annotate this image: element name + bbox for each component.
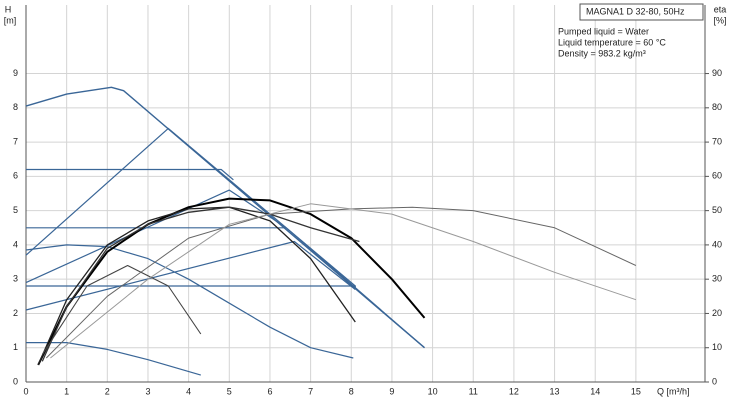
info-line: Pumped liquid = Water bbox=[558, 26, 649, 36]
x-tick-label: 5 bbox=[227, 386, 232, 396]
info-box bbox=[579, 3, 704, 21]
y2-axis-unit: [%] bbox=[713, 15, 726, 25]
curve bbox=[50, 203, 637, 359]
x-tick-label: 10 bbox=[428, 386, 438, 396]
x-tick-label: 12 bbox=[509, 386, 519, 396]
y-tick-label: 2 bbox=[13, 308, 18, 318]
y2-tick-label: 70 bbox=[712, 136, 722, 146]
x-tick-label: 7 bbox=[308, 386, 313, 396]
y-tick-label: 3 bbox=[13, 274, 18, 284]
y-tick-label: 8 bbox=[13, 102, 18, 112]
y2-tick-label: 10 bbox=[712, 342, 722, 352]
y-tick-label: 0 bbox=[13, 376, 18, 386]
curve bbox=[37, 206, 356, 366]
y-tick-label: 9 bbox=[13, 68, 18, 78]
info-title: MAGNA1 D 32-80, 50Hz bbox=[586, 6, 685, 16]
info-line: Liquid temperature = 60 °C bbox=[558, 37, 666, 47]
curve bbox=[37, 197, 426, 366]
curve bbox=[26, 168, 234, 181]
x-tick-label: 9 bbox=[389, 386, 394, 396]
y2-tick-label: 20 bbox=[712, 308, 722, 318]
y2-tick-label: 40 bbox=[712, 239, 722, 249]
curve bbox=[25, 189, 425, 349]
y2-tick-label: 0 bbox=[712, 376, 717, 386]
y-tick-label: 5 bbox=[13, 205, 18, 215]
y-axis-unit: [m] bbox=[4, 15, 17, 25]
curve bbox=[25, 240, 356, 311]
y-tick-label: 6 bbox=[13, 171, 18, 181]
y-tick-label: 7 bbox=[13, 136, 18, 146]
x-tick-label: 0 bbox=[23, 386, 28, 396]
x-tick-label: 8 bbox=[349, 386, 354, 396]
x-tick-label: 6 bbox=[267, 386, 272, 396]
x-tick-label: 2 bbox=[105, 386, 110, 396]
y2-tick-label: 30 bbox=[712, 274, 722, 284]
y2-tick-label: 90 bbox=[712, 68, 722, 78]
curve bbox=[25, 244, 354, 359]
curve bbox=[41, 264, 202, 355]
curve bbox=[41, 206, 360, 362]
y2-tick-label: 80 bbox=[712, 102, 722, 112]
x-tick-label: 3 bbox=[145, 386, 150, 396]
x-tick-label: 13 bbox=[550, 386, 560, 396]
x-tick-label: 14 bbox=[590, 386, 600, 396]
y-axis-label: H bbox=[5, 4, 12, 14]
curve bbox=[25, 86, 425, 349]
y-tick-label: 4 bbox=[13, 239, 18, 249]
x-tick-label: 1 bbox=[64, 386, 69, 396]
x-axis-label: Q [m³/h] bbox=[657, 386, 690, 396]
x-tick-label: 4 bbox=[186, 386, 191, 396]
y2-axis-label: eta bbox=[714, 4, 727, 14]
info-line: Density = 983.2 kg/m³ bbox=[558, 48, 646, 58]
y2-tick-label: 50 bbox=[712, 205, 722, 215]
curve bbox=[26, 342, 201, 376]
y2-tick-label: 60 bbox=[712, 171, 722, 181]
x-tick-label: 11 bbox=[469, 386, 478, 396]
y-tick-label: 1 bbox=[13, 342, 18, 352]
x-tick-label: 15 bbox=[631, 386, 641, 396]
